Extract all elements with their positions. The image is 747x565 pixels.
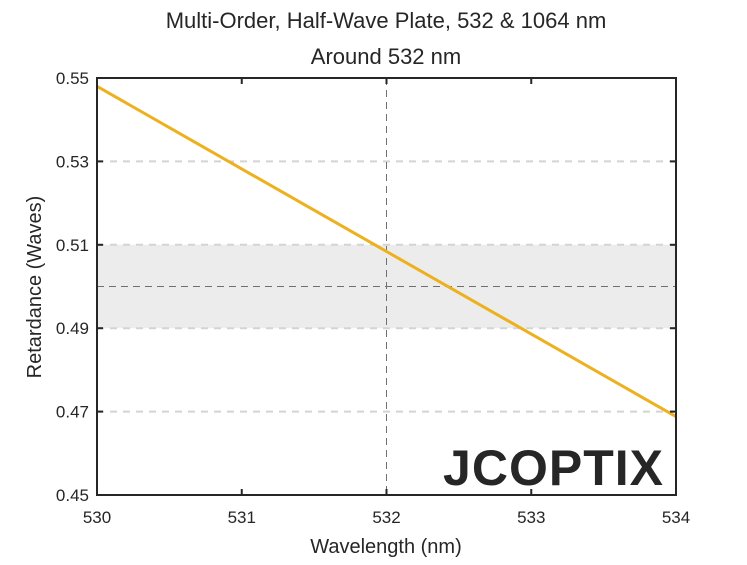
x-tick-label: 531 — [228, 508, 256, 527]
y-tick-label: 0.45 — [56, 486, 89, 505]
watermark-logo: JCOPTIX — [443, 440, 664, 496]
x-tick-label: 530 — [83, 508, 111, 527]
x-tick-label: 534 — [662, 508, 690, 527]
y-tick-label: 0.49 — [56, 319, 89, 338]
y-tick-label: 0.51 — [56, 236, 89, 255]
x-axis-label: Wavelength (nm) — [310, 536, 462, 558]
y-tick-label: 0.47 — [56, 403, 89, 422]
x-tick-label: 533 — [517, 508, 545, 527]
x-tick-label: 532 — [372, 508, 400, 527]
plot-area: JCOPTIX 0.45 0.47 0.49 0.51 0.53 0.55 530 531 532… — [56, 69, 690, 527]
y-tick-label: 0.53 — [56, 152, 89, 171]
y-axis-label: Retardance (Waves) — [24, 196, 46, 379]
chart-title: Multi-Order, Half-Wave Plate, 532 & 1064… — [166, 8, 607, 33]
y-tick-label: 0.55 — [56, 69, 89, 88]
chart-subtitle: Around 532 nm — [311, 44, 461, 69]
series-line-0 — [96, 85, 677, 418]
